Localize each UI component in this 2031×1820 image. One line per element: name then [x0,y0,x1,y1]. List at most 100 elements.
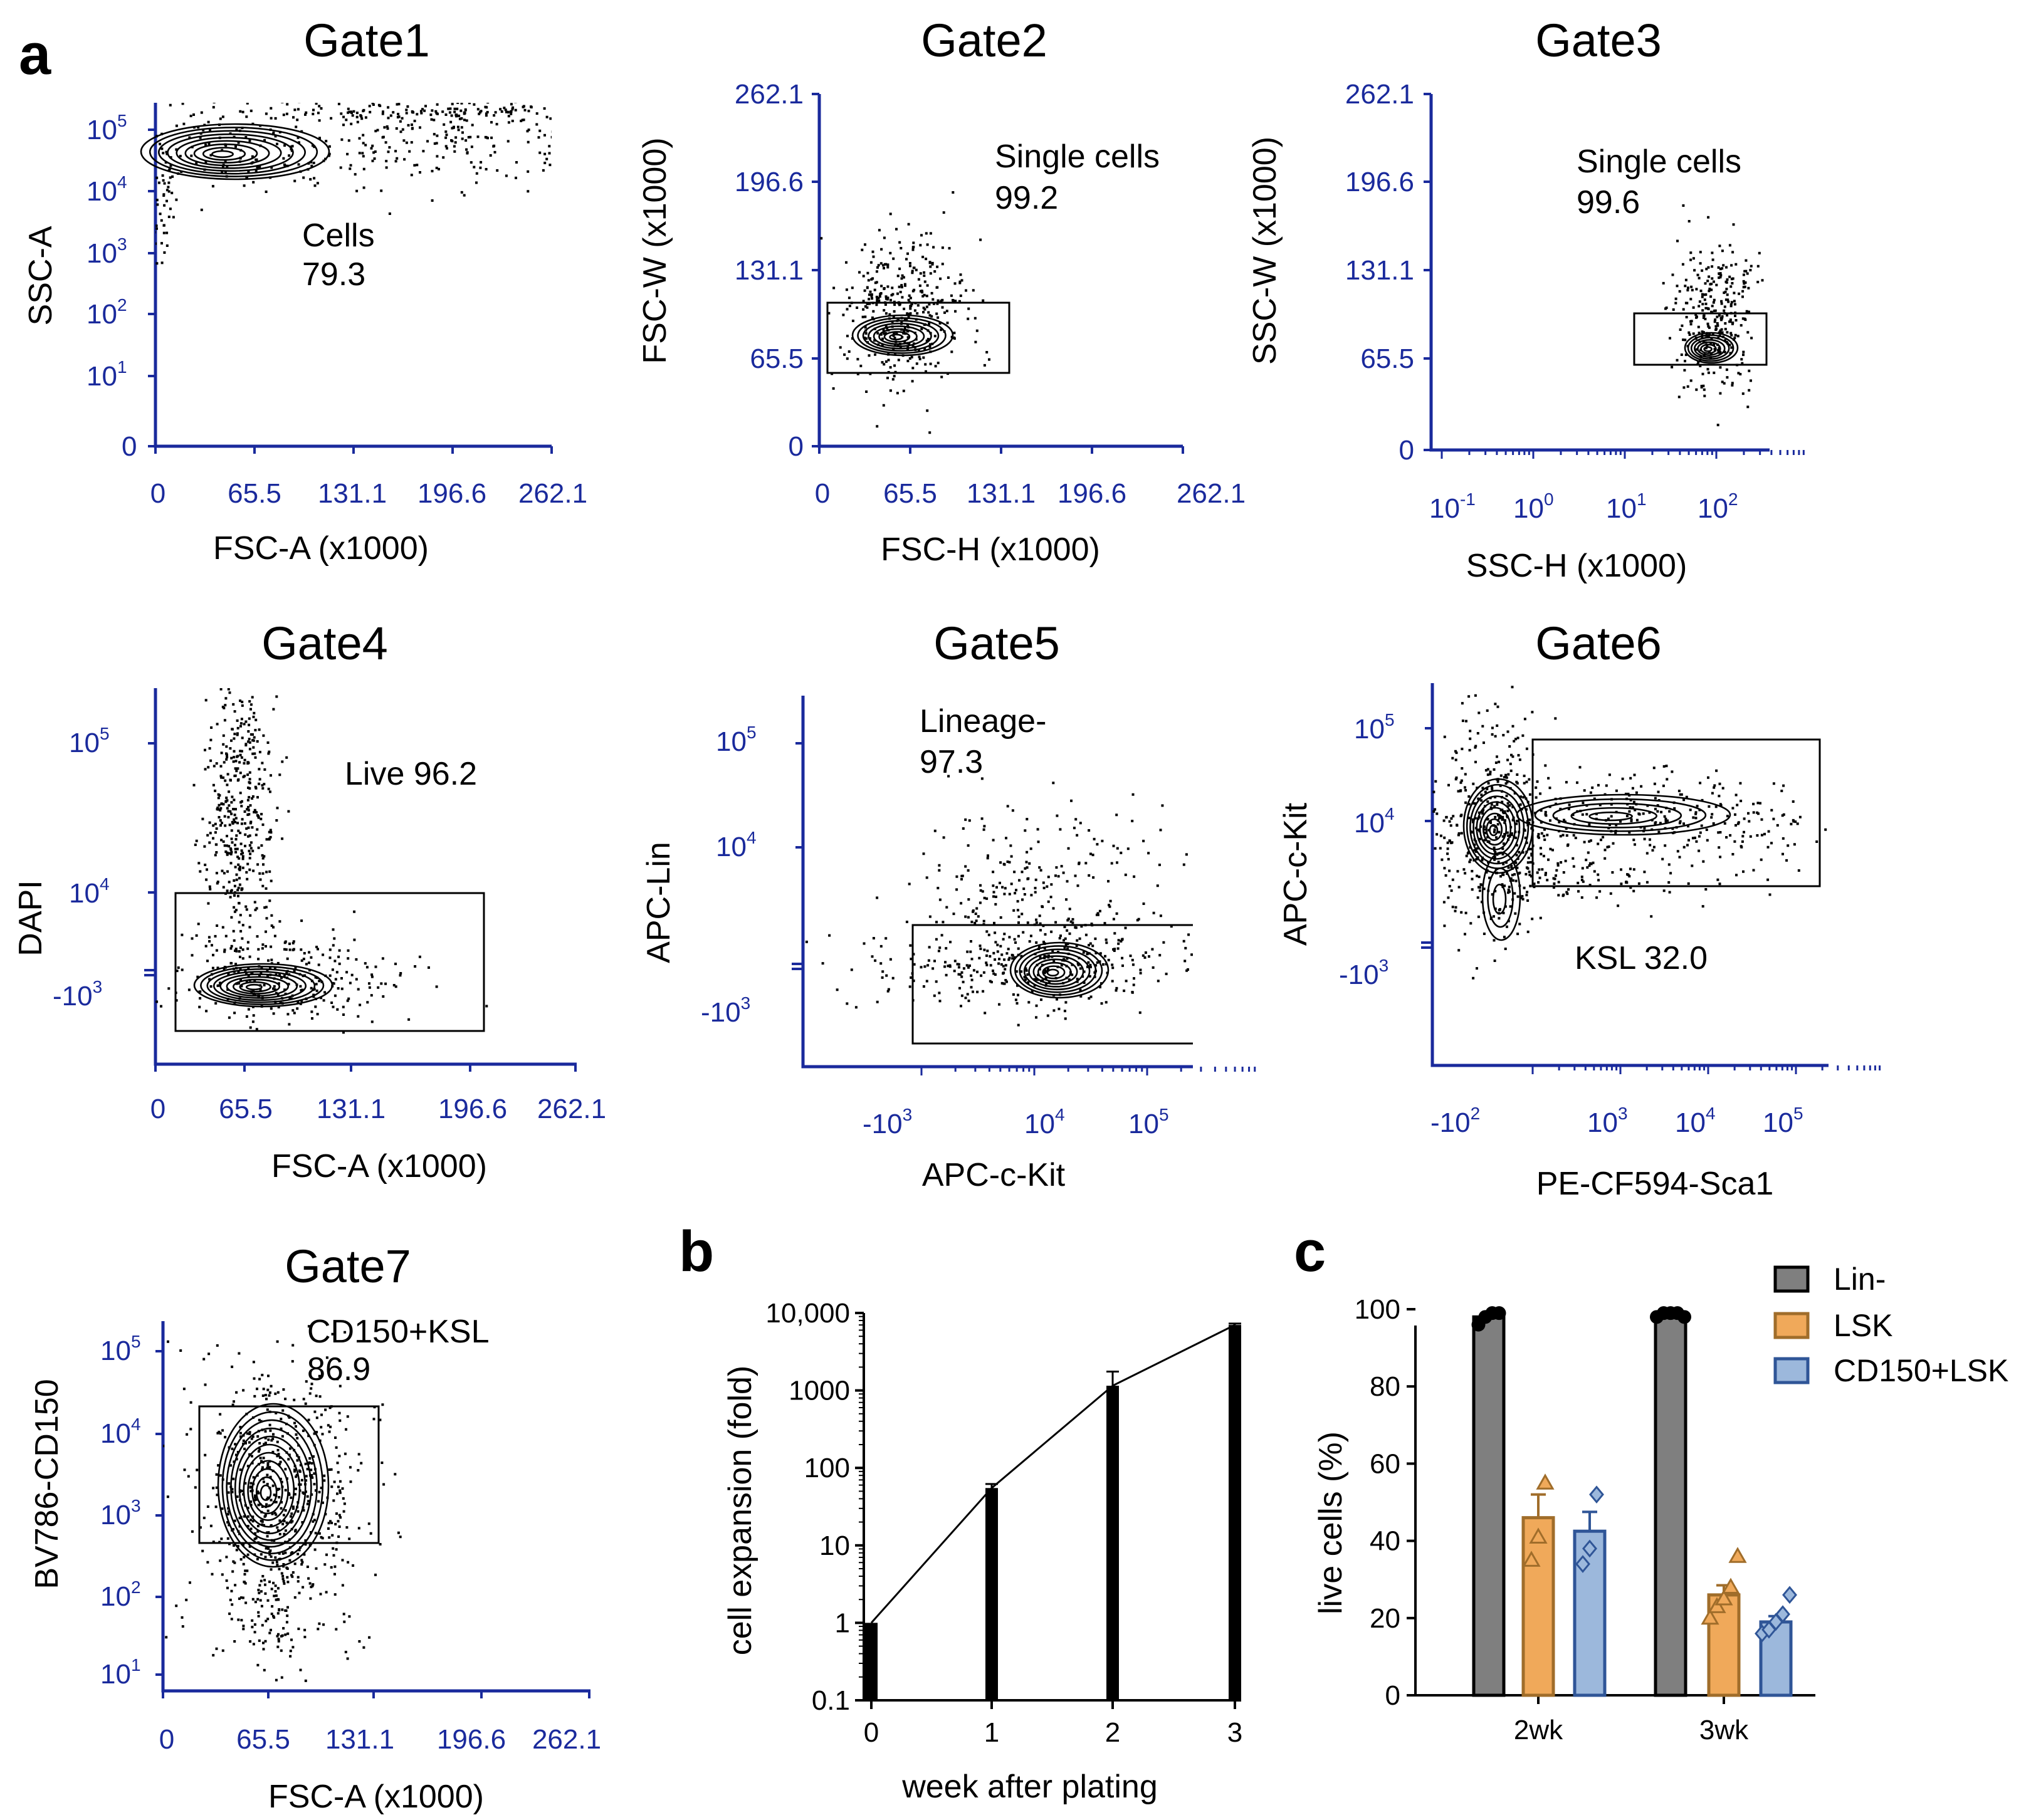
gate2-ytick: 0 [789,431,804,462]
gate1-contours [140,123,330,180]
density-contour [1703,346,1713,352]
event-dots [155,910,488,1034]
gate7-gate-value: 86.9 [307,1351,370,1388]
gate1-ytick: 104 [87,172,127,207]
density-contour [1684,332,1739,364]
gate7-gate-box [198,1405,380,1544]
density-contour [239,981,271,993]
gate6-contours-left [1462,778,1534,874]
panel-b-xticks: 0 1 2 3 [864,1700,1242,1748]
gate1-xtick-marks [154,446,553,454]
c-point [1775,1605,1790,1623]
c-bar [1472,1315,1506,1697]
density-contour [219,973,298,999]
event-dots [876,775,1188,981]
density-contour [1472,795,1521,860]
gate1-xlabel: FSC-A (x1000) [213,530,429,567]
gate3-ylabel: SSC-W (x1000) [1247,137,1283,365]
gate4-xtick: 131.1 [317,1094,386,1124]
gate2-xtick-marks [818,446,1184,454]
gate7-xtick: 0 [159,1724,174,1755]
gate5-gate-value: 97.3 [920,744,983,780]
gate2-xtick: 196.6 [1057,478,1126,509]
gate1-dots-side [155,103,178,265]
c-legend-swatch [1773,1265,1810,1293]
gate1-yticks: 105 104 103 102 101 0 [87,111,137,462]
gate1-ytick: 103 [87,234,127,269]
density-contour [193,143,258,164]
density-contour [1037,961,1072,982]
c-point [1589,1485,1604,1504]
density-contour [243,1451,295,1528]
gate1-xtick: 262.1 [518,478,587,509]
gate6-ytick: 105 [1354,710,1395,745]
c-bar [1654,1311,1687,1697]
gate5-xtick: 104 [1024,1105,1065,1139]
gate3-xticks: 10-1 100 101 102 [1429,489,1738,524]
c-xtick-label: 2wk [1514,1715,1563,1745]
gate6-ylabel: APC-c-Kit [1278,802,1314,946]
event-dots [192,688,290,1019]
event-dots [221,103,552,130]
gate3-yticks: 262.1 196.6 131.1 65.5 0 [1345,79,1414,466]
gate2-ytick: 131.1 [735,255,804,286]
density-contour [1042,965,1066,980]
gate1-ytick: 105 [87,111,127,145]
gate2-xlabel: FSC-H (x1000) [881,531,1100,568]
gate5-xtick-marks [920,1067,1256,1075]
gate7-ytick: 103 [100,1496,141,1530]
density-contour [1697,341,1721,356]
event-dots [820,191,990,434]
gate7-xlabel: FSC-A (x1000) [268,1779,484,1815]
panel-c-yticks: 0 20 40 60 80 100 [1355,1294,1415,1711]
gate5-axes [801,696,1193,1069]
density-contour [140,123,330,180]
density-contour [1489,824,1499,837]
gate7-ytick: 105 [100,1332,141,1366]
gate3-xtick: 10-1 [1429,489,1476,524]
gate2-xtick: 0 [815,478,830,509]
c-legend-swatch [1773,1312,1810,1339]
density-contour [1552,802,1682,829]
gate4-xtick: 65.5 [219,1094,273,1124]
gate1-xtick: 196.6 [417,478,486,509]
gate4-xtick: 0 [150,1094,165,1124]
b-xtick-label: 2 [1105,1717,1120,1748]
density-contour [862,320,940,352]
gate5-dots [805,890,1193,1027]
gate3-ytick: 196.6 [1345,167,1414,197]
density-contour [1046,968,1059,977]
panel-b-yticks: 10,000 1000 100 10 1 0.1 [765,1298,864,1716]
gate2-ytick: 262.1 [735,79,804,110]
gate6-ytick: -103 [1339,956,1388,990]
density-contour [260,1484,272,1501]
b-xtick-label: 1 [984,1717,999,1748]
density-contour [193,963,333,1008]
event-dots [1441,851,1738,918]
gate1-xtick: 65.5 [228,478,281,509]
gate1-gate-name: Cells [302,217,375,254]
density-contour [238,1443,301,1535]
density-contour [1700,343,1717,354]
event-dots [221,1501,307,1682]
panel-c-xticks: 2wk 3wk [1514,1695,1749,1745]
event-dots [155,103,552,215]
density-contour [1486,818,1503,841]
gate3-contours [1684,332,1739,364]
gate6-dots-left [1432,686,1568,980]
gate5-gate-box [911,924,1193,1045]
density-contour [1690,337,1730,360]
gate7-xtick: 196.6 [437,1724,506,1755]
density-contour [245,983,263,991]
density-contour [232,978,280,995]
gate3-xlabel: SSC-H (x1000) [1466,548,1687,584]
density-contour [1014,945,1103,996]
c-ytick-label: 60 [1370,1448,1400,1479]
gate6-yticks: 105 104 -103 [1339,710,1395,990]
c-ytick-label: 100 [1355,1294,1400,1325]
gate7-ytick: 101 [100,1655,141,1690]
gate3-xtick: 101 [1606,489,1647,524]
gate2-xticks: 0 65.5 131.1 196.6 262.1 [815,478,1246,509]
density-contour [857,317,947,354]
gate4-ytick: -103 [53,977,102,1012]
